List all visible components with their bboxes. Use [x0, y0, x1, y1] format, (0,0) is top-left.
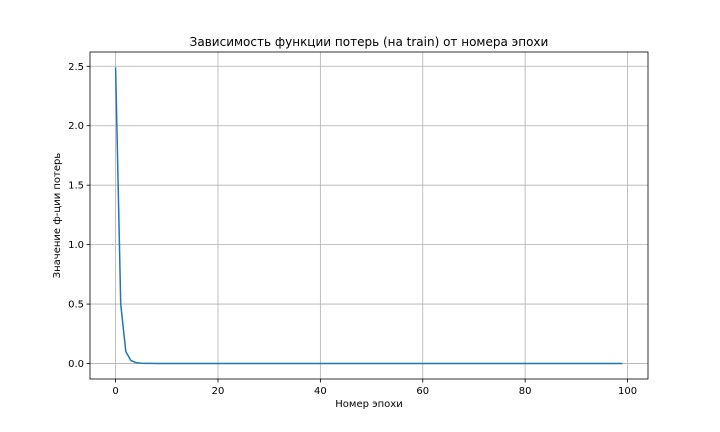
plot-frame — [89, 51, 649, 380]
x-tick-label: 20 — [212, 386, 225, 397]
y-tick-label: 1.0 — [68, 240, 84, 251]
x-tick-label: 60 — [416, 386, 429, 397]
ticks: 0 20 40 60 80 100 0.0 0.5 1.0 1.5 2.0 2.5 — [68, 62, 637, 397]
x-tick-label: 0 — [112, 386, 118, 397]
x-tick-label: 100 — [618, 386, 637, 397]
x-tick-label: 40 — [314, 386, 327, 397]
chart-title: Зависимость функции потерь (на train) от… — [190, 35, 549, 49]
x-axis-label: Номер эпохи — [335, 399, 402, 410]
x-tick-label: 80 — [519, 386, 532, 397]
y-tick-label: 2.5 — [68, 62, 84, 73]
y-tick-label: 0.0 — [68, 359, 84, 370]
series-layer — [114, 67, 623, 365]
y-tick-label: 2.0 — [68, 121, 84, 132]
y-tick-label: 1.5 — [68, 181, 84, 192]
loss-series-line — [114, 67, 623, 365]
y-tick-label: 0.5 — [68, 300, 84, 311]
y-axis-label: Значение ф-ции потерь — [52, 153, 63, 279]
